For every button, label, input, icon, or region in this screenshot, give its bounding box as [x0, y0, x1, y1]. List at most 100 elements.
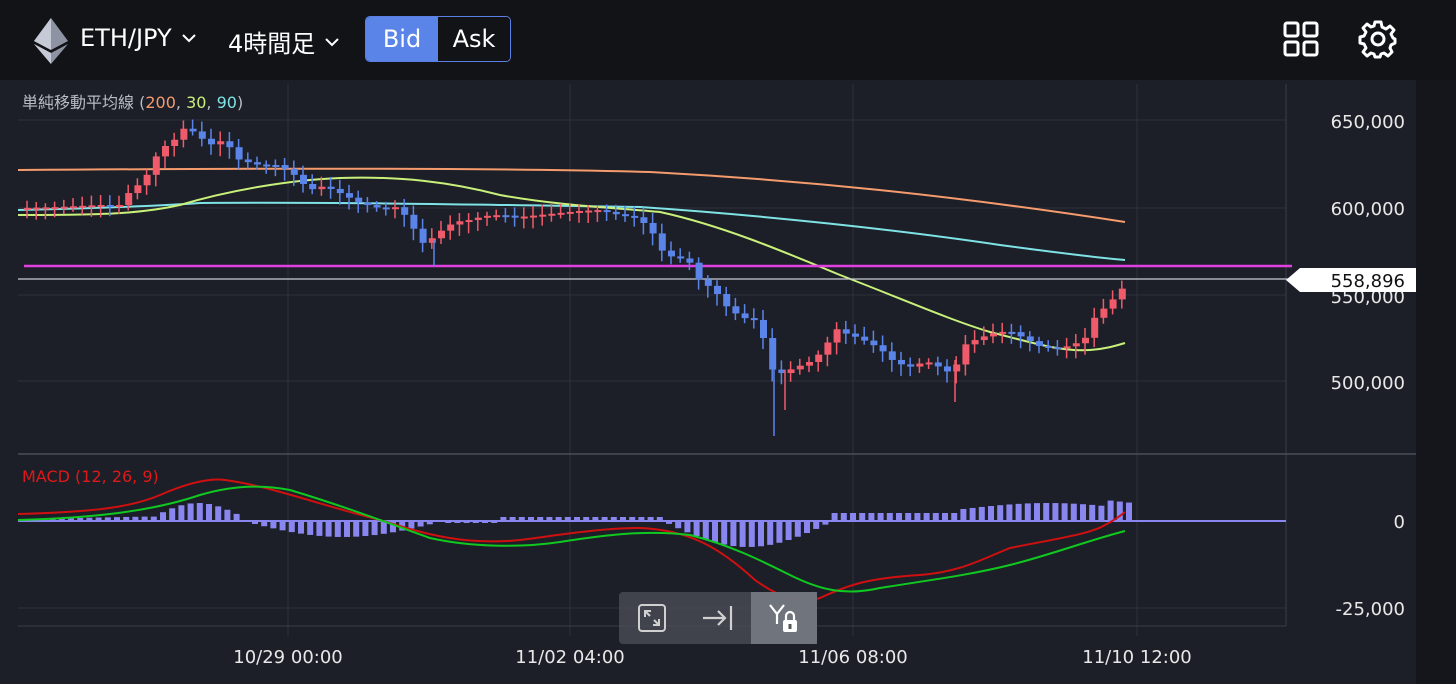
macd-histogram-bar — [693, 521, 700, 537]
ask-button[interactable]: Ask — [438, 17, 510, 61]
fullscreen-button[interactable] — [619, 592, 685, 644]
candle-body — [962, 344, 970, 365]
candle-body — [566, 211, 574, 214]
macd-histogram-bar — [1116, 501, 1123, 521]
candle-body — [382, 207, 390, 210]
pair-selector[interactable]: ETH/JPY — [80, 24, 200, 52]
candle-body — [677, 256, 685, 259]
candle-body — [806, 362, 813, 366]
macd-histogram-bar — [390, 521, 396, 533]
gear-icon[interactable] — [1357, 18, 1399, 60]
pair-label: ETH/JPY — [80, 24, 172, 52]
candle-body — [447, 224, 455, 231]
candle-body — [336, 188, 344, 194]
y-axis-lock-button[interactable] — [751, 592, 817, 644]
macd-histogram-bar — [454, 521, 461, 523]
macd-histogram-bar — [666, 521, 672, 524]
macd-histogram-bar — [840, 513, 847, 521]
macd-histogram-bar — [1107, 500, 1114, 521]
candle-body — [686, 258, 694, 263]
candle-body — [392, 207, 399, 210]
macd-histogram-bar — [629, 517, 636, 521]
macd-histogram-bar — [592, 517, 599, 521]
macd-legend: MACD (12, 26, 9) — [22, 467, 159, 486]
candle-body — [769, 338, 777, 370]
candle-body — [548, 213, 556, 216]
macd-histogram-bar — [288, 521, 295, 533]
macd-histogram-bar — [500, 517, 507, 521]
bid-ask-toggle: Bid Ask — [365, 16, 511, 62]
macd-histogram-bar — [1024, 503, 1031, 521]
macd-histogram-bar — [877, 513, 884, 521]
candle-body — [70, 206, 77, 209]
macd-histogram-bar — [472, 521, 479, 523]
macd-histogram-bar — [334, 521, 341, 537]
layout-grid-icon[interactable] — [1282, 20, 1320, 58]
ethereum-icon — [34, 18, 68, 64]
candle-body — [603, 210, 611, 213]
macd-histogram-bar — [141, 516, 148, 521]
macd-histogram-bar — [794, 521, 801, 537]
candle-body — [879, 345, 887, 352]
candle-body — [714, 285, 721, 294]
macd-histogram-bar — [997, 505, 1004, 521]
candle-body — [622, 214, 629, 217]
macd-histogram-bar — [804, 521, 810, 534]
chevron-down-icon — [325, 37, 339, 46]
macd-histogram-bar — [206, 504, 212, 521]
candle-body — [944, 366, 951, 372]
jump-to-latest-button[interactable] — [685, 592, 751, 644]
candle-body — [235, 147, 243, 160]
macd-histogram-bar — [233, 513, 240, 521]
macd-histogram-bar — [758, 521, 764, 547]
candle-body — [198, 131, 206, 139]
macd-histogram-bar — [95, 517, 102, 521]
macd-histogram-bar — [583, 517, 590, 521]
candle-body — [1100, 308, 1108, 318]
sma-legend-paren: ( — [134, 93, 145, 112]
macd-tick: 0 — [1394, 512, 1405, 533]
macd-histogram-bar — [1015, 503, 1022, 521]
candle-body — [594, 210, 602, 213]
macd-histogram-bar — [914, 513, 921, 521]
candle-body — [631, 215, 639, 218]
bid-button[interactable]: Bid — [366, 17, 438, 61]
macd-histogram-bar — [436, 521, 442, 523]
macd-histogram-bar — [960, 508, 967, 521]
macd-histogram-bar — [426, 521, 433, 525]
candle-body — [741, 313, 749, 319]
macd-histogram-bar — [969, 507, 976, 521]
candle-body — [79, 205, 87, 208]
sma-legend-paren: ) — [237, 93, 243, 112]
macd-histogram-bar — [114, 517, 120, 521]
price-chart[interactable]: 650,000 600,000 550,000 500,000 0 -25,00… — [0, 80, 1456, 684]
macd-histogram-bar — [279, 521, 286, 531]
candle-body — [502, 215, 510, 218]
candle-body — [980, 336, 988, 341]
candle-body — [419, 228, 427, 243]
candle-body — [1045, 346, 1053, 348]
candle-body — [1008, 331, 1016, 334]
candle-body — [585, 210, 593, 213]
candle-body — [925, 362, 933, 365]
macd-histogram-bar — [886, 513, 893, 521]
candle-body — [106, 205, 114, 207]
candle-body — [732, 306, 740, 314]
candle-body — [116, 205, 123, 207]
candle-body — [143, 174, 151, 186]
candle-body — [24, 207, 31, 210]
candle-body — [171, 139, 179, 146]
candle-body — [134, 185, 142, 194]
candle-body — [787, 369, 795, 374]
candle-body — [484, 215, 491, 218]
macd-histogram-bar — [463, 521, 470, 523]
macd-histogram-bar — [104, 517, 111, 521]
candle-body — [1036, 341, 1043, 346]
macd-histogram-bar — [123, 516, 130, 521]
timeframe-selector[interactable]: 4時間足 — [228, 24, 343, 59]
macd-histogram-bar — [1006, 504, 1013, 521]
candle-body — [263, 164, 271, 167]
macd-histogram-bar — [307, 521, 314, 535]
macd-histogram-bar — [528, 517, 534, 521]
candle-body — [612, 211, 620, 215]
